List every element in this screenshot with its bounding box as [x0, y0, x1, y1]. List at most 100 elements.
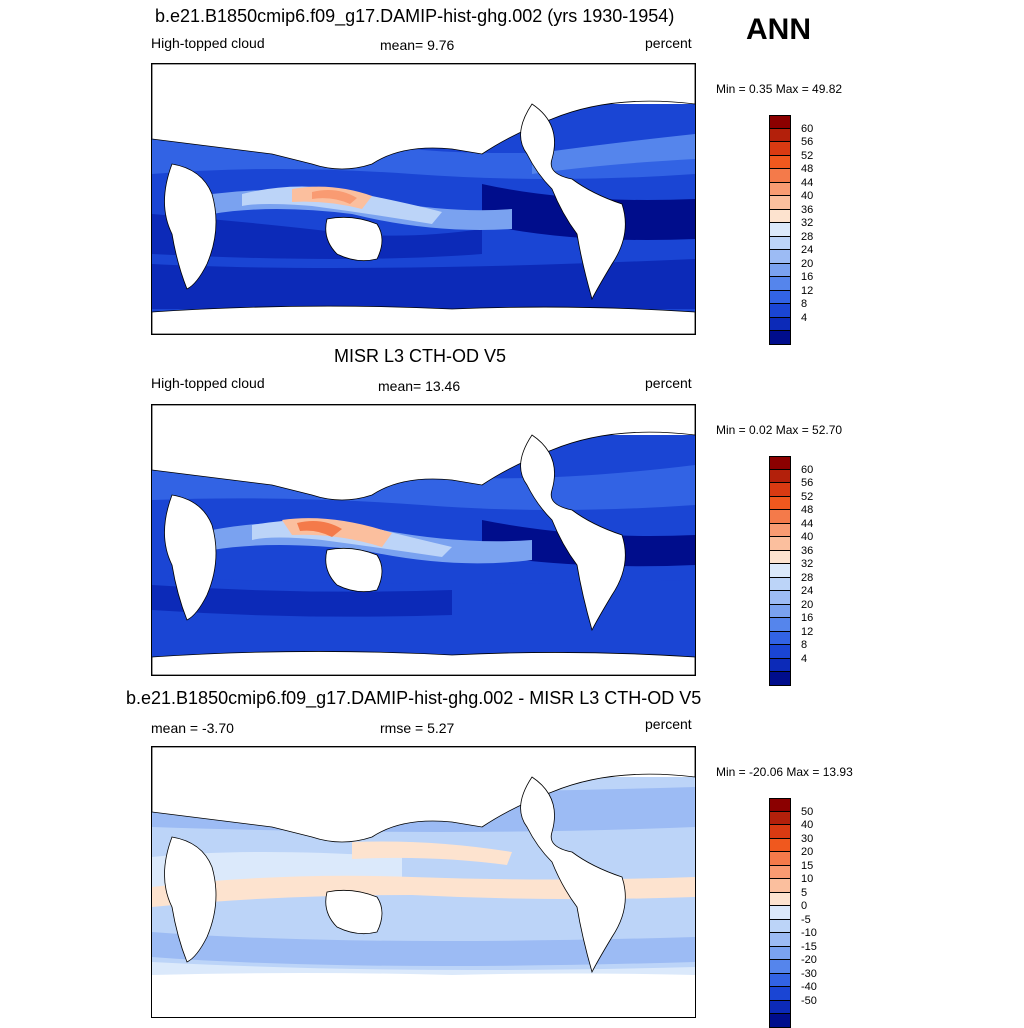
- colorbar-tick-label: 52: [801, 490, 814, 503]
- panel-1-units-label: percent: [645, 35, 692, 51]
- colorbar-tick-label: 28: [801, 571, 814, 584]
- colorbar-tick-label: 24: [801, 585, 814, 597]
- colorbar-tick-label: 40: [801, 190, 814, 202]
- panel-3-map: [151, 746, 696, 1018]
- colorbar-swatch: [769, 155, 791, 169]
- colorbar-swatch: [769, 510, 791, 524]
- colorbar-swatch: [769, 919, 791, 933]
- colorbar-swatch: [769, 852, 791, 866]
- colorbar-tick-label: 8: [801, 639, 808, 651]
- colorbar-tick-label: 60: [801, 122, 814, 135]
- colorbar-swatch: [769, 618, 791, 632]
- panel-2-title: MISR L3 CTH-OD V5: [334, 346, 507, 366]
- colorbar-swatch: [769, 236, 791, 250]
- colorbar-tick-label: 52: [801, 149, 814, 162]
- colorbar-swatch: [769, 933, 791, 947]
- colorbar-swatch: [769, 483, 791, 497]
- panel-1-variable-label: High-topped cloud: [151, 35, 265, 51]
- colorbar-swatch: [769, 317, 791, 331]
- colorbar-swatch: [769, 128, 791, 142]
- colorbar-swatch: [769, 658, 791, 672]
- colorbar-swatch: [769, 798, 791, 812]
- colorbar-swatch: [769, 987, 791, 1001]
- colorbar-swatch: [769, 250, 791, 264]
- colorbar-tick-label: 48: [801, 504, 814, 516]
- colorbar-tick-label: 5: [801, 886, 808, 899]
- colorbar-swatch: [769, 879, 791, 893]
- colorbar-swatch: [769, 591, 791, 605]
- colorbar-tick-label: 36: [801, 203, 814, 216]
- colorbar-swatch: [769, 209, 791, 223]
- colorbar-swatch: [769, 331, 791, 345]
- colorbar-swatch: [769, 645, 791, 659]
- panel-3-title: b.e21.B1850cmip6.f09_g17.DAMIP-hist-ghg.…: [126, 688, 702, 708]
- colorbar-tick-label: 12: [801, 625, 814, 638]
- colorbar-swatch: [769, 672, 791, 686]
- colorbar-tick-label: 16: [801, 271, 814, 283]
- colorbar-tick-label: 10: [801, 873, 814, 885]
- colorbar-swatch: [769, 550, 791, 564]
- colorbar-tick-label: 8: [801, 298, 808, 310]
- colorbar-tick-label: 20: [801, 598, 814, 611]
- season-label: ANN: [746, 13, 811, 46]
- colorbar-swatch: [769, 946, 791, 960]
- panel-2-map: [151, 404, 696, 676]
- colorbar-swatch: [769, 564, 791, 578]
- panel-2-mean-label: mean= 13.46: [378, 378, 461, 394]
- colorbar-swatch: [769, 456, 791, 470]
- colorbar-swatch: [769, 973, 791, 987]
- panel-2-colorbar: 60 56 52 48 44 40 36 32 28 24 20 16 12 8 4: [769, 456, 813, 686]
- colorbar-swatch: [769, 263, 791, 277]
- colorbar-tick-label: -30: [801, 967, 817, 980]
- panel-3-units-label: percent: [645, 716, 692, 732]
- panel-2-variable-label: High-topped cloud: [151, 375, 265, 391]
- colorbar-swatch: [769, 182, 791, 196]
- colorbar-tick-label: -50: [801, 994, 817, 1007]
- colorbar-swatch: [769, 223, 791, 237]
- panel-3-minmax: Min = -20.06 Max = 13.93: [716, 765, 853, 779]
- colorbar-swatch: [769, 496, 791, 510]
- colorbar-tick-label: -40: [801, 981, 817, 993]
- colorbar-tick-label: 36: [801, 544, 814, 557]
- colorbar-swatch: [769, 631, 791, 645]
- colorbar-swatch: [769, 1000, 791, 1014]
- colorbar-swatch: [769, 115, 791, 129]
- colorbar-swatch: [769, 892, 791, 906]
- colorbar-tick-label: 20: [801, 846, 814, 858]
- colorbar-tick-label: 40: [801, 531, 814, 543]
- colorbar-tick-label: 32: [801, 558, 814, 570]
- colorbar-tick-label: 24: [801, 244, 814, 256]
- colorbar-swatch: [769, 523, 791, 537]
- colorbar-tick-label: 28: [801, 230, 814, 243]
- colorbar-tick-label: 40: [801, 819, 814, 831]
- colorbar-tick-label: 12: [801, 284, 814, 297]
- colorbar-tick-label: 56: [801, 477, 814, 489]
- colorbar-tick-label: -10: [801, 927, 817, 939]
- colorbar-tick-label: 20: [801, 257, 814, 270]
- panel-1-colorbar: 60 56 52 48 44 40 36 32 28 24 20 16 12 8 4: [769, 115, 813, 345]
- panel-1-title: b.e21.B1850cmip6.f09_g17.DAMIP-hist-ghg.…: [155, 6, 675, 26]
- colorbar-tick-label: 48: [801, 163, 814, 175]
- panel-1-minmax: Min = 0.35 Max = 49.82: [716, 82, 843, 96]
- colorbar-tick-label: -5: [801, 913, 811, 926]
- colorbar-swatch: [769, 142, 791, 156]
- panel-1-map: [151, 63, 696, 335]
- colorbar-swatch: [769, 169, 791, 183]
- colorbar-swatch: [769, 811, 791, 825]
- colorbar-tick-label: 60: [801, 463, 814, 476]
- colorbar-swatch: [769, 906, 791, 920]
- colorbar-tick-label: 44: [801, 176, 814, 189]
- colorbar-tick-label: 0: [801, 900, 808, 912]
- colorbar-swatch: [769, 825, 791, 839]
- colorbar-swatch: [769, 865, 791, 879]
- colorbar-tick-label: 50: [801, 805, 814, 818]
- colorbar-swatch: [769, 277, 791, 291]
- colorbar-tick-label: -20: [801, 954, 817, 966]
- colorbar-swatch: [769, 537, 791, 551]
- colorbar-tick-label: 4: [801, 311, 808, 324]
- colorbar-tick-label: 4: [801, 652, 808, 665]
- colorbar-swatch: [769, 196, 791, 210]
- colorbar-swatch: [769, 604, 791, 618]
- colorbar-swatch: [769, 1014, 791, 1028]
- colorbar-swatch: [769, 838, 791, 852]
